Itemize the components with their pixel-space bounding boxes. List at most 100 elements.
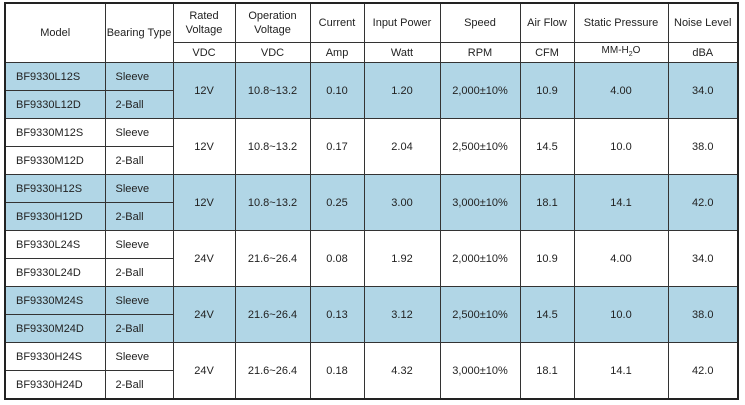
header-pressure: Static Pressure [573, 2, 669, 43]
pressure-cell: 10.0 [573, 286, 669, 343]
speed-cell: 2,000±10% [439, 230, 521, 287]
bearing-cell: 2-Ball [104, 90, 174, 119]
unit-operation: VDC [234, 42, 311, 63]
speed-cell: 2,000±10% [439, 62, 521, 119]
current-cell: 0.13 [309, 286, 365, 343]
table-row: BF9330L24D 2-Ball [4, 258, 738, 287]
table-row: BF9330H12S Sleeve 12V 10.8~13.2 0.25 3.00 3,00… [4, 174, 739, 231]
speed-cell: 2,500±10% [439, 286, 521, 343]
noise-cell: 34.0 [667, 62, 739, 119]
current-cell: 0.25 [309, 174, 365, 231]
bearing-cell: Sleeve [104, 118, 174, 147]
airflow-cell: 14.5 [519, 286, 575, 343]
airflow-cell: 18.1 [519, 342, 575, 400]
unit-current: Amp [309, 42, 365, 63]
table-row: BF9330L12D 2-Ball [4, 90, 738, 119]
operation-cell: 10.8~13.2 [234, 62, 311, 119]
model-cell: BF9330L24D [4, 258, 106, 287]
unit-pressure: MM-H2O [573, 42, 669, 63]
power-cell: 4.32 [363, 342, 441, 400]
pressure-cell: 14.1 [573, 342, 669, 400]
bearing-cell: Sleeve [104, 174, 174, 203]
bearing-cell: 2-Ball [104, 146, 174, 175]
operation-cell: 10.8~13.2 [234, 118, 311, 175]
unit-rated: VDC [172, 42, 236, 63]
airflow-cell: 10.9 [519, 62, 575, 119]
fan-spec-table: Model Bearing Type Rated Voltage Operati… [4, 2, 739, 400]
model-cell: BF9330M12D [4, 146, 106, 175]
current-cell: 0.08 [309, 230, 365, 287]
table-row: BF9330M24S Sleeve 24V 21.6~26.4 0.13 3.12 2,50… [4, 286, 739, 343]
header-bearing: Bearing Type [104, 2, 174, 63]
model-cell: BF9330M24S [4, 286, 106, 315]
model-cell: BF9330H12S [4, 174, 106, 203]
operation-cell: 21.6~26.4 [234, 342, 311, 400]
power-cell: 3.12 [363, 286, 441, 343]
table-row: BF9330H24S Sleeve 24V 21.6~26.4 0.18 4.32 3,00… [4, 342, 739, 400]
header-operation: Operation Voltage [234, 2, 311, 43]
unit-pressure-end: O [632, 44, 641, 56]
noise-cell: 42.0 [667, 174, 739, 231]
model-cell: BF9330L12D [4, 90, 106, 119]
bearing-cell: Sleeve [104, 230, 174, 259]
speed-cell: 2,500±10% [439, 118, 521, 175]
rated-cell: 24V [172, 230, 236, 287]
operation-cell: 10.8~13.2 [234, 174, 311, 231]
header-airflow: Air Flow [519, 2, 575, 43]
speed-cell: 3,000±10% [439, 174, 521, 231]
header-rated: Rated Voltage [172, 2, 236, 43]
model-cell: BF9330L12S [4, 62, 106, 91]
header-power: Input Power [363, 2, 441, 43]
header-noise: Noise Level [667, 2, 739, 43]
bearing-cell: 2-Ball [104, 370, 174, 400]
airflow-cell: 14.5 [519, 118, 575, 175]
rated-cell: 12V [172, 118, 236, 175]
power-cell: 1.92 [363, 230, 441, 287]
table-row: BF9330M12S Sleeve 12V 10.8~13.2 0.17 2.04 2,50… [4, 118, 739, 175]
airflow-cell: 10.9 [519, 230, 575, 287]
bearing-cell: 2-Ball [104, 202, 174, 231]
unit-pressure-main: MM-H [601, 44, 629, 56]
table-row: BF9330H24D 2-Ball [4, 370, 738, 400]
model-cell: BF9330M12S [4, 118, 106, 147]
airflow-cell: 18.1 [519, 174, 575, 231]
model-cell: BF9330H24S [4, 342, 106, 371]
unit-power: Watt [363, 42, 441, 63]
bearing-cell: Sleeve [104, 62, 174, 91]
pressure-cell: 4.00 [573, 230, 669, 287]
rated-cell: 24V [172, 342, 236, 400]
noise-cell: 34.0 [667, 230, 739, 287]
table-row: BF9330L12S Sleeve 12V 10.8~13.2 0.10 1.20 2,00… [4, 62, 739, 119]
power-cell: 3.00 [363, 174, 441, 231]
rated-cell: 12V [172, 174, 236, 231]
unit-speed: RPM [439, 42, 521, 63]
bearing-cell: Sleeve [104, 286, 174, 315]
unit-pressure-sub: 2 [628, 50, 633, 58]
table-row: BF9330H12D 2-Ball [4, 202, 738, 231]
model-cell: BF9330H12D [4, 202, 106, 231]
power-cell: 1.20 [363, 62, 441, 119]
power-cell: 2.04 [363, 118, 441, 175]
noise-cell: 38.0 [667, 286, 739, 343]
operation-cell: 21.6~26.4 [234, 230, 311, 287]
noise-cell: 42.0 [667, 342, 739, 400]
model-cell: BF9330M24D [4, 314, 106, 343]
pressure-cell: 4.00 [573, 62, 669, 119]
pressure-cell: 10.0 [573, 118, 669, 175]
bearing-cell: Sleeve [104, 342, 174, 371]
current-cell: 0.18 [309, 342, 365, 400]
pressure-cell: 14.1 [573, 174, 669, 231]
unit-airflow: CFM [519, 42, 575, 63]
table-row: BF9330M12D 2-Ball [4, 146, 738, 175]
bearing-cell: 2-Ball [104, 258, 174, 287]
model-cell: BF9330H24D [4, 370, 106, 400]
speed-cell: 3,000±10% [439, 342, 521, 400]
table-row: BF9330M24D 2-Ball [4, 314, 738, 343]
header-speed: Speed [439, 2, 521, 43]
model-cell: BF9330L24S [4, 230, 106, 259]
noise-cell: 38.0 [667, 118, 739, 175]
rated-cell: 12V [172, 62, 236, 119]
table-row: BF9330L24S Sleeve 24V 21.6~26.4 0.08 1.92 2,00… [4, 230, 739, 287]
rated-cell: 24V [172, 286, 236, 343]
bearing-cell: 2-Ball [104, 314, 174, 343]
